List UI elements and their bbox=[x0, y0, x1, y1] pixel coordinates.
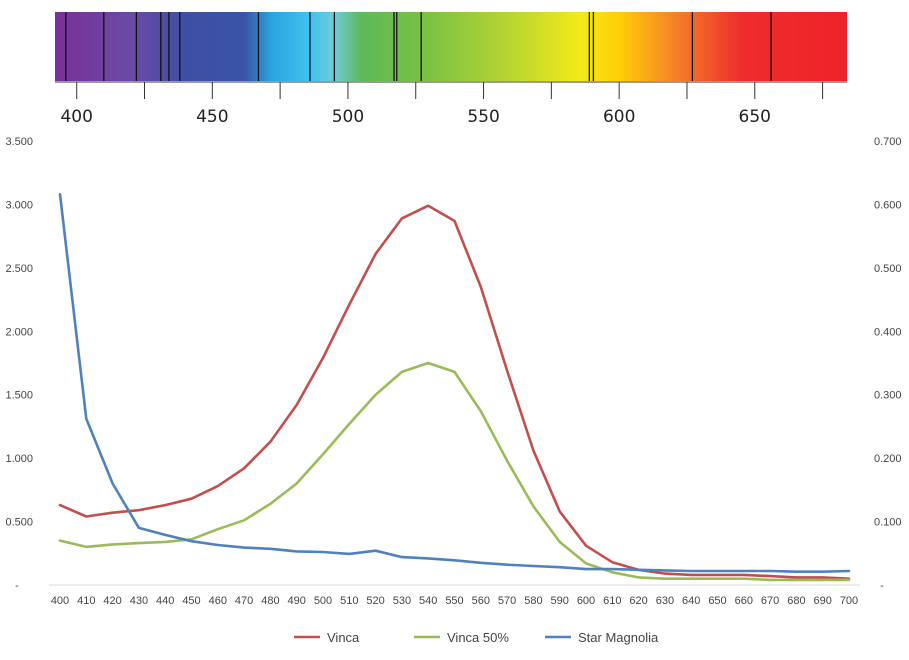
left-y-tick-label: 2.500 bbox=[5, 263, 33, 275]
right-y-tick-label: 0.600 bbox=[874, 199, 902, 211]
x-tick-label: 700 bbox=[840, 595, 858, 607]
left-y-tick-label: 3.500 bbox=[5, 136, 33, 148]
spectrum-tick-label: 400 bbox=[60, 107, 92, 127]
spectrum-tick-label: 450 bbox=[196, 107, 228, 127]
x-tick-label: 510 bbox=[340, 595, 358, 607]
x-tick-label: 680 bbox=[787, 595, 805, 607]
right-y-tick-label: - bbox=[880, 580, 884, 592]
visible-spectrum-strip: 400 450 500 550 600 650 bbox=[55, 12, 847, 127]
left-y-tick-label: 2.000 bbox=[5, 326, 33, 338]
x-tick-label: 500 bbox=[314, 595, 332, 607]
spectrum-tick-label: 650 bbox=[739, 107, 771, 127]
x-tick-label: 600 bbox=[577, 595, 595, 607]
spectrum-tick-label: 600 bbox=[603, 107, 635, 127]
x-tick-label: 610 bbox=[603, 595, 621, 607]
x-tick-label: 430 bbox=[130, 595, 148, 607]
x-tick-label: 530 bbox=[393, 595, 411, 607]
x-tick-label: 560 bbox=[472, 595, 490, 607]
x-tick-label: 400 bbox=[51, 595, 69, 607]
legend: Vinca Vinca 50% Star Magnolia bbox=[294, 630, 659, 645]
x-tick-label: 490 bbox=[288, 595, 306, 607]
x-tick-label: 470 bbox=[235, 595, 253, 607]
left-y-tick-label: 1.500 bbox=[5, 390, 33, 402]
right-y-tick-label: 0.100 bbox=[874, 517, 902, 529]
series-line-vinca bbox=[58, 204, 851, 581]
x-tick-label: 570 bbox=[498, 595, 516, 607]
x-tick-label: 630 bbox=[656, 595, 674, 607]
left-y-tick-label: 0.500 bbox=[5, 517, 33, 529]
x-tick-label: 540 bbox=[419, 595, 437, 607]
x-tick-label: 580 bbox=[524, 595, 542, 607]
right-y-tick-label: 0.400 bbox=[874, 326, 902, 338]
x-tick-label: 440 bbox=[156, 595, 174, 607]
right-y-tick-label: 0.200 bbox=[874, 453, 902, 465]
series-line-star-magnolia bbox=[58, 193, 851, 574]
x-tick-label: 550 bbox=[445, 595, 463, 607]
legend-label: Vinca 50% bbox=[447, 630, 509, 645]
left-y-tick-label: 3.000 bbox=[5, 199, 33, 211]
x-tick-label: 520 bbox=[366, 595, 384, 607]
x-tick-label: 420 bbox=[103, 595, 121, 607]
spectrum-tick-label: 550 bbox=[467, 107, 499, 127]
x-tick-label: 660 bbox=[735, 595, 753, 607]
left-y-tick-label: - bbox=[15, 580, 19, 592]
x-tick-label: 690 bbox=[814, 595, 832, 607]
x-tick-label: 410 bbox=[77, 595, 95, 607]
legend-label: Star Magnolia bbox=[578, 630, 659, 645]
right-y-tick-label: 0.500 bbox=[874, 263, 902, 275]
x-tick-label: 590 bbox=[551, 595, 569, 607]
x-tick-label: 450 bbox=[182, 595, 200, 607]
plot-area: - 0.500 1.000 1.500 2.000 2.500 3.000 3.500 - 0.1… bbox=[5, 136, 901, 607]
x-tick-label: 670 bbox=[761, 595, 779, 607]
right-y-tick-label: 0.300 bbox=[874, 390, 902, 402]
left-y-tick-label: 1.000 bbox=[5, 453, 33, 465]
spectrum-color-band bbox=[55, 12, 847, 81]
x-tick-label: 640 bbox=[682, 595, 700, 607]
x-tick-label: 460 bbox=[209, 595, 227, 607]
x-tick-label: 650 bbox=[708, 595, 726, 607]
series-line-vinca-50- bbox=[58, 361, 851, 582]
spectrum-tick-label: 500 bbox=[332, 107, 364, 127]
x-tick-label: 620 bbox=[629, 595, 647, 607]
right-y-tick-label: 0.700 bbox=[874, 136, 902, 148]
legend-label: Vinca bbox=[327, 630, 360, 645]
x-tick-label: 480 bbox=[261, 595, 279, 607]
